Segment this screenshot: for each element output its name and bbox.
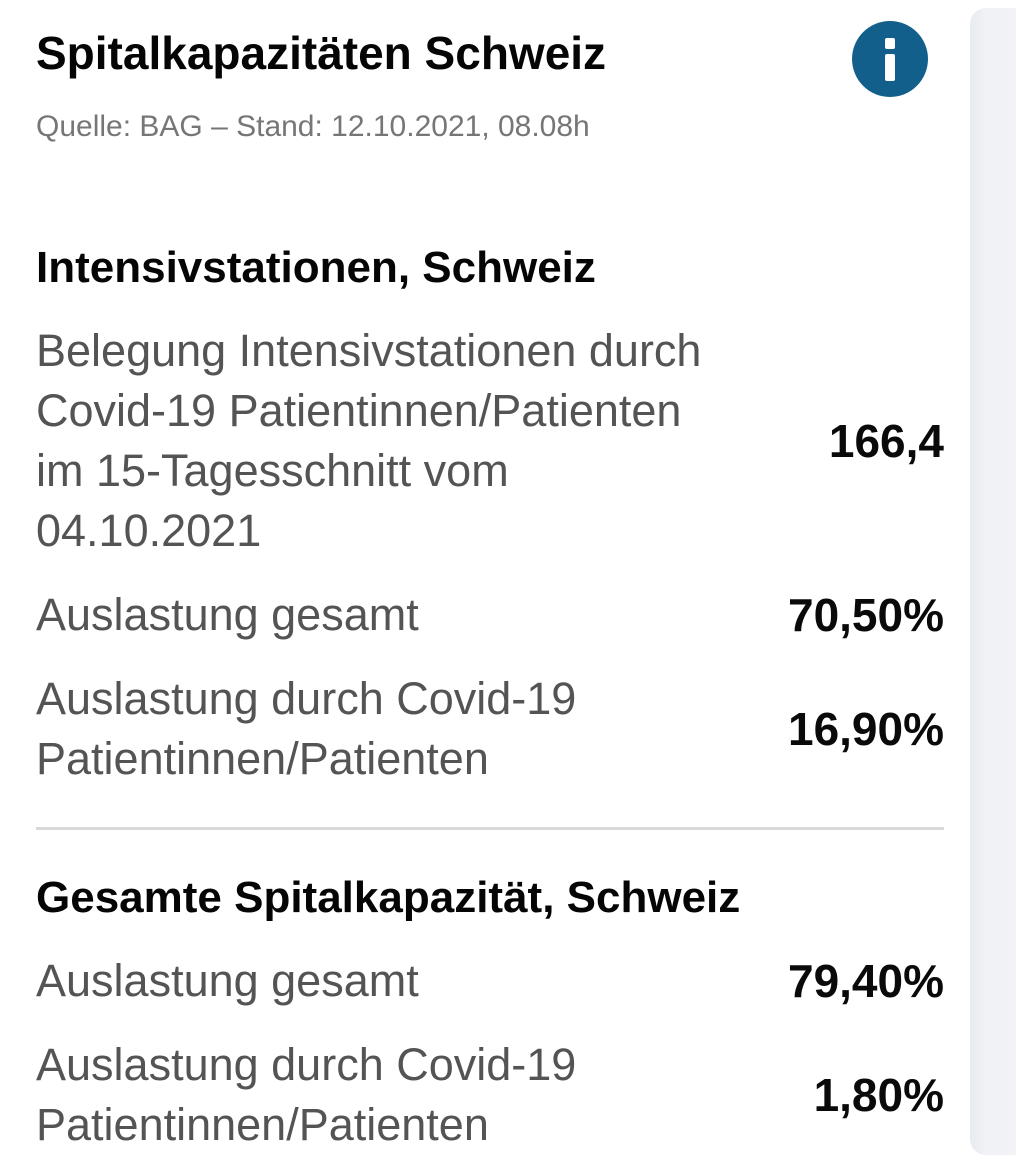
stat-value: 16,90% [787, 703, 944, 755]
stat-label: Belegung Intensivstationen durch Covid-1… [36, 325, 702, 556]
hospital-capacity-card: Spitalkapazitäten Schweiz Quelle: BAG – … [36, 21, 944, 1167]
stat-label: Auslastung gesamt [36, 955, 419, 1006]
stat-value: 70,50% [787, 589, 944, 641]
card-header: Spitalkapazitäten Schweiz [36, 21, 944, 97]
stat-row-icu-utilization-total: Auslastung gesamt 70,50% [36, 573, 944, 657]
info-button[interactable] [852, 21, 928, 97]
stat-label: Auslastung durch Covid-19 Patientinnen/P… [36, 1039, 577, 1150]
section-heading-total-capacity: Gesamte Spitalkapazität, Schweiz [36, 873, 741, 922]
page-title: Spitalkapazitäten Schweiz [36, 27, 607, 79]
section-total-capacity: Gesamte Spitalkapazität, Schweiz Auslast… [36, 870, 944, 1167]
source-line: Quelle: BAG – Stand: 12.10.2021, 08.08h [36, 110, 590, 143]
stat-value: 1,80% [813, 1069, 944, 1121]
stat-row-total-utilization-covid: Auslastung durch Covid-19 Patientinnen/P… [36, 1023, 944, 1167]
stat-value: 166,4 [828, 415, 944, 467]
info-icon [885, 37, 895, 81]
section-intensive-care: Intensivstationen, Schweiz Belegung Inte… [36, 240, 944, 801]
section-divider [36, 827, 944, 830]
stat-row-total-utilization: Auslastung gesamt 79,40% [36, 939, 944, 1023]
stat-row-icu-utilization-covid: Auslastung durch Covid-19 Patientinnen/P… [36, 657, 944, 801]
stat-row-icu-occupancy: Belegung Intensivstationen durch Covid-1… [36, 309, 944, 573]
stat-label: Auslastung gesamt [36, 589, 419, 640]
stat-value: 79,40% [787, 955, 944, 1007]
section-heading-intensive-care: Intensivstationen, Schweiz [36, 243, 596, 292]
stat-label: Auslastung durch Covid-19 Patientinnen/P… [36, 673, 577, 784]
next-card-edge[interactable] [970, 8, 1016, 1155]
